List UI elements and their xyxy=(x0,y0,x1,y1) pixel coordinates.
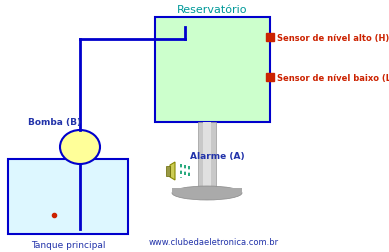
Bar xyxy=(172,188,242,193)
Bar xyxy=(155,18,270,122)
Bar xyxy=(166,166,170,176)
Text: Sensor de nível alto (H): Sensor de nível alto (H) xyxy=(277,33,389,42)
Bar xyxy=(180,20,190,34)
Text: Reservatório: Reservatório xyxy=(177,5,248,15)
Text: Alarme (A): Alarme (A) xyxy=(190,151,245,160)
Bar xyxy=(203,122,211,187)
Text: Sensor de nível baixo (L): Sensor de nível baixo (L) xyxy=(277,73,389,82)
Bar xyxy=(266,34,274,42)
Text: www.clubedaeletronica.com.br: www.clubedaeletronica.com.br xyxy=(149,237,279,246)
Ellipse shape xyxy=(172,186,242,200)
Ellipse shape xyxy=(60,131,100,164)
Bar xyxy=(266,74,274,82)
Bar xyxy=(8,159,128,234)
Bar xyxy=(198,122,216,187)
Polygon shape xyxy=(170,162,175,180)
Text: Bomba (B): Bomba (B) xyxy=(28,117,82,127)
Text: Tanque principal: Tanque principal xyxy=(31,240,105,249)
